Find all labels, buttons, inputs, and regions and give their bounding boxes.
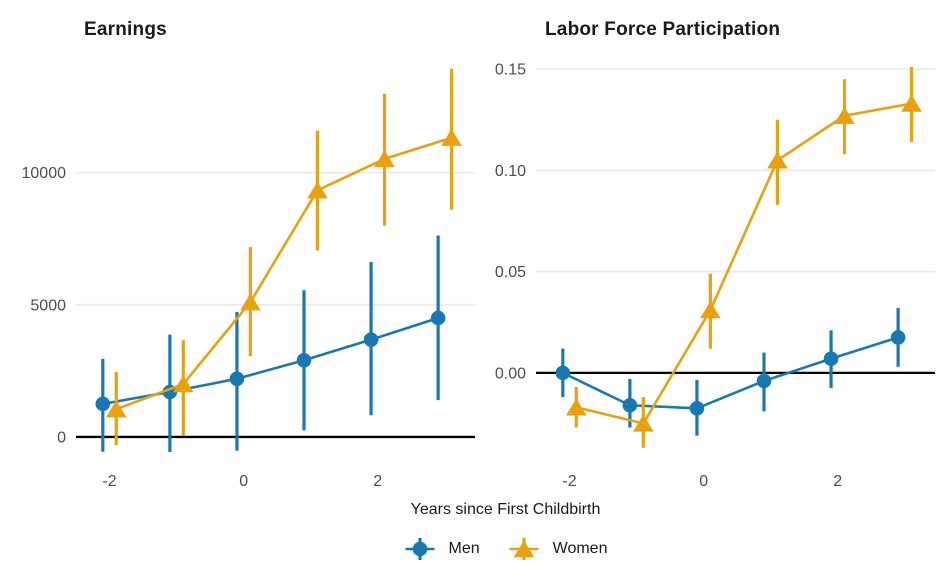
legend: Men Women	[76, 533, 935, 565]
series-line-men	[102, 316, 439, 406]
point-marker-women	[834, 106, 855, 124]
point-marker-women	[240, 293, 261, 311]
point-marker-women	[700, 301, 721, 319]
legend-item-women[interactable]: Women	[508, 535, 608, 563]
point-marker-women	[307, 181, 328, 199]
legend-item-men[interactable]: Men	[404, 535, 480, 563]
series-men	[555, 308, 906, 436]
point-marker-women	[105, 400, 127, 418]
y-tick-label: 0.05	[495, 264, 526, 281]
y-tick-label: 0.15	[495, 62, 526, 79]
point-marker-women	[565, 398, 587, 416]
panel-lfp: 0.00 0.05 0.10 0.15 -2 0 2	[495, 62, 935, 490]
point-marker-men	[622, 397, 638, 413]
point-marker-women	[632, 414, 654, 432]
y-tick-label: 0	[57, 429, 66, 446]
x-tick-label: 0	[239, 473, 248, 490]
series-line-women	[115, 136, 452, 411]
women-pointrange-key-icon	[509, 538, 539, 560]
point-marker-men	[756, 373, 772, 389]
point-marker-women	[441, 128, 462, 146]
point-marker-women	[172, 375, 194, 393]
series-line-women	[575, 102, 912, 425]
x-tick-label: 0	[699, 473, 708, 490]
legend-label-women: Women	[552, 540, 608, 557]
point-marker-women	[767, 151, 788, 169]
point-marker-men	[689, 400, 705, 416]
x-axis-label: Years since First Childbirth	[410, 501, 601, 518]
series-line-men	[562, 336, 899, 410]
point-marker-women	[374, 150, 395, 168]
point-marker-men	[430, 310, 446, 326]
chart-title-earnings: Earnings	[84, 19, 167, 40]
point-marker-men	[890, 330, 906, 345]
point-marker-men	[229, 371, 245, 387]
y-tick-label: 5000	[30, 297, 66, 314]
x-tick-label: -2	[102, 473, 116, 490]
y-tick-label: 0.00	[495, 365, 526, 382]
y-tick-label: 0.10	[495, 163, 526, 180]
x-tick-label: 2	[373, 473, 382, 490]
x-tick-label: -2	[562, 473, 576, 490]
chart-title-labor-force-participation: Labor Force Participation	[545, 19, 781, 40]
series-women	[565, 67, 922, 448]
plots-canvas: 0 5000 10000 -2 0 2 0.00 0.05 0.10 0.15 -2 0 2	[22, 62, 935, 490]
legend-label-men: Men	[448, 540, 480, 557]
key-marker	[412, 541, 427, 557]
point-marker-women	[901, 94, 922, 112]
point-marker-men	[363, 332, 379, 347]
men-pointrange-key-icon	[405, 538, 435, 560]
key-marker	[513, 540, 534, 558]
series-women	[105, 68, 462, 446]
panel-earnings: 0 5000 10000 -2 0 2	[22, 68, 475, 490]
point-marker-men	[95, 396, 111, 412]
x-tick-label: 2	[833, 473, 842, 490]
point-marker-men	[823, 351, 839, 366]
y-tick-label: 10000	[22, 165, 67, 182]
point-marker-men	[555, 365, 571, 381]
point-marker-men	[296, 352, 312, 368]
